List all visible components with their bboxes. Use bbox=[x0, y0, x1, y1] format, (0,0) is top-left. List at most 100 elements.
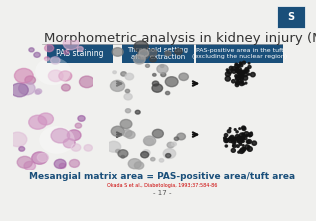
Circle shape bbox=[144, 138, 154, 145]
Circle shape bbox=[125, 73, 134, 80]
Circle shape bbox=[120, 119, 132, 129]
Text: Okada S et al., Diabetologia, 1993;37:584-86: Okada S et al., Diabetologia, 1993;37:58… bbox=[107, 183, 217, 188]
Circle shape bbox=[236, 67, 239, 69]
Circle shape bbox=[240, 63, 242, 65]
Circle shape bbox=[152, 84, 162, 92]
Circle shape bbox=[143, 136, 156, 146]
Circle shape bbox=[239, 133, 244, 138]
Circle shape bbox=[116, 149, 120, 153]
Circle shape bbox=[135, 110, 140, 114]
Circle shape bbox=[242, 145, 244, 146]
Circle shape bbox=[152, 81, 159, 86]
Circle shape bbox=[240, 136, 243, 139]
Circle shape bbox=[240, 77, 243, 80]
Circle shape bbox=[239, 138, 242, 141]
Circle shape bbox=[234, 141, 236, 143]
Circle shape bbox=[229, 138, 231, 140]
Circle shape bbox=[242, 126, 245, 130]
Circle shape bbox=[237, 64, 240, 67]
Circle shape bbox=[235, 81, 240, 85]
Circle shape bbox=[160, 65, 164, 67]
Circle shape bbox=[248, 74, 250, 75]
Circle shape bbox=[79, 76, 94, 88]
Circle shape bbox=[139, 49, 149, 57]
Circle shape bbox=[78, 116, 85, 121]
Circle shape bbox=[165, 51, 171, 56]
Circle shape bbox=[148, 49, 157, 56]
Circle shape bbox=[240, 143, 242, 145]
Circle shape bbox=[229, 66, 233, 70]
Circle shape bbox=[63, 37, 79, 50]
Circle shape bbox=[15, 69, 33, 83]
Circle shape bbox=[248, 63, 250, 64]
Circle shape bbox=[245, 68, 249, 71]
FancyBboxPatch shape bbox=[276, 6, 305, 27]
Text: S: S bbox=[287, 11, 294, 22]
Circle shape bbox=[243, 72, 247, 77]
Circle shape bbox=[240, 75, 244, 79]
Circle shape bbox=[141, 152, 149, 158]
Text: Threshold setting
after extraction: Threshold setting after extraction bbox=[127, 47, 188, 60]
Circle shape bbox=[77, 47, 83, 51]
Circle shape bbox=[236, 131, 238, 133]
Circle shape bbox=[225, 141, 228, 143]
Circle shape bbox=[230, 135, 234, 139]
Text: - 17 -: - 17 - bbox=[153, 190, 171, 196]
Circle shape bbox=[225, 145, 228, 147]
Circle shape bbox=[238, 70, 241, 74]
Circle shape bbox=[121, 72, 126, 76]
FancyBboxPatch shape bbox=[122, 44, 194, 63]
Circle shape bbox=[242, 133, 244, 135]
Circle shape bbox=[235, 74, 238, 78]
Circle shape bbox=[125, 89, 130, 93]
Circle shape bbox=[153, 74, 156, 76]
Circle shape bbox=[236, 137, 239, 139]
Circle shape bbox=[238, 79, 241, 82]
Circle shape bbox=[124, 93, 132, 100]
Circle shape bbox=[35, 57, 71, 85]
Circle shape bbox=[238, 71, 240, 73]
Circle shape bbox=[251, 72, 255, 77]
Circle shape bbox=[238, 74, 242, 78]
FancyBboxPatch shape bbox=[47, 44, 113, 63]
Circle shape bbox=[238, 151, 240, 153]
Circle shape bbox=[238, 139, 242, 144]
Circle shape bbox=[228, 138, 233, 143]
Circle shape bbox=[71, 144, 81, 151]
Circle shape bbox=[244, 70, 247, 73]
Circle shape bbox=[64, 50, 69, 54]
Circle shape bbox=[84, 145, 92, 151]
Circle shape bbox=[241, 136, 245, 140]
Circle shape bbox=[166, 154, 171, 158]
Circle shape bbox=[24, 161, 35, 170]
Circle shape bbox=[237, 67, 241, 72]
Circle shape bbox=[163, 149, 176, 158]
Circle shape bbox=[224, 138, 227, 141]
Circle shape bbox=[252, 141, 257, 145]
Circle shape bbox=[240, 73, 244, 76]
Circle shape bbox=[245, 69, 249, 73]
Circle shape bbox=[19, 147, 25, 151]
Circle shape bbox=[75, 123, 82, 128]
Circle shape bbox=[243, 148, 246, 150]
Circle shape bbox=[243, 76, 248, 80]
Circle shape bbox=[62, 84, 70, 91]
Circle shape bbox=[166, 91, 170, 95]
Circle shape bbox=[236, 70, 239, 73]
Circle shape bbox=[107, 141, 121, 152]
Circle shape bbox=[125, 109, 131, 113]
Circle shape bbox=[245, 145, 249, 149]
Circle shape bbox=[48, 70, 63, 82]
Circle shape bbox=[237, 139, 240, 142]
Circle shape bbox=[247, 140, 252, 143]
Circle shape bbox=[113, 71, 116, 74]
Circle shape bbox=[232, 69, 236, 73]
Circle shape bbox=[240, 64, 243, 67]
Circle shape bbox=[151, 158, 155, 161]
Circle shape bbox=[229, 128, 231, 129]
Text: Mesangial matrix area = PAS-positive area/tuft area: Mesangial matrix area = PAS-positive are… bbox=[29, 172, 295, 181]
Circle shape bbox=[145, 64, 149, 67]
Circle shape bbox=[241, 71, 244, 74]
Circle shape bbox=[38, 113, 53, 125]
Circle shape bbox=[244, 132, 249, 136]
